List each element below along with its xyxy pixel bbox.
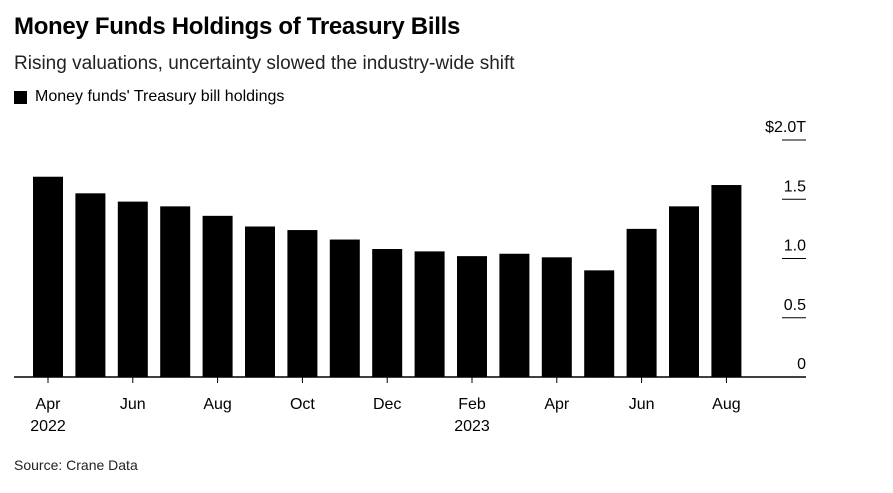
x-tick-label: Dec: [373, 396, 401, 413]
legend-label: Money funds' Treasury bill holdings: [35, 88, 285, 105]
bar: [457, 256, 487, 377]
bar: [414, 251, 445, 377]
bar: [711, 185, 742, 377]
bar: [117, 201, 148, 377]
y-tick-label: 0.5: [784, 297, 806, 314]
bar: [245, 226, 275, 377]
y-tick-label: $2.0T: [765, 119, 806, 136]
chart-title: Money Funds Holdings of Treasury Bills: [14, 13, 460, 40]
bar: [202, 215, 233, 377]
bar: [626, 228, 657, 377]
bar: [287, 230, 318, 377]
x-tick-label: Aug: [203, 396, 231, 413]
y-tick-label: 0: [797, 356, 806, 373]
bar: [669, 206, 699, 377]
x-tick-label: Jun: [120, 396, 146, 413]
y-tick-label: 1.5: [784, 178, 806, 195]
x-tick-label: Jun: [629, 396, 655, 413]
y-tick-label: 1.0: [784, 238, 806, 255]
chart-subtitle: Rising valuations, uncertainty slowed th…: [14, 53, 515, 74]
bar: [75, 193, 106, 377]
x-tick-year-label: 2023: [454, 418, 490, 435]
bar: [541, 257, 572, 377]
bar: [160, 206, 191, 377]
x-tick-label: Feb: [458, 396, 486, 413]
bar: [584, 270, 615, 377]
bar: [499, 253, 530, 377]
x-tick-label: Oct: [290, 396, 315, 413]
x-tick-label: Apr: [544, 396, 570, 413]
x-tick-year-label: 2022: [30, 418, 66, 435]
bar: [372, 249, 403, 377]
legend-swatch: [14, 90, 27, 104]
source-note: Source: Crane Data: [14, 457, 138, 473]
bar: [33, 176, 63, 377]
x-tick-label: Aug: [712, 396, 740, 413]
x-tick-label: Apr: [36, 396, 62, 413]
legend: Money funds' Treasury bill holdings: [14, 88, 284, 106]
bar: [329, 239, 360, 377]
